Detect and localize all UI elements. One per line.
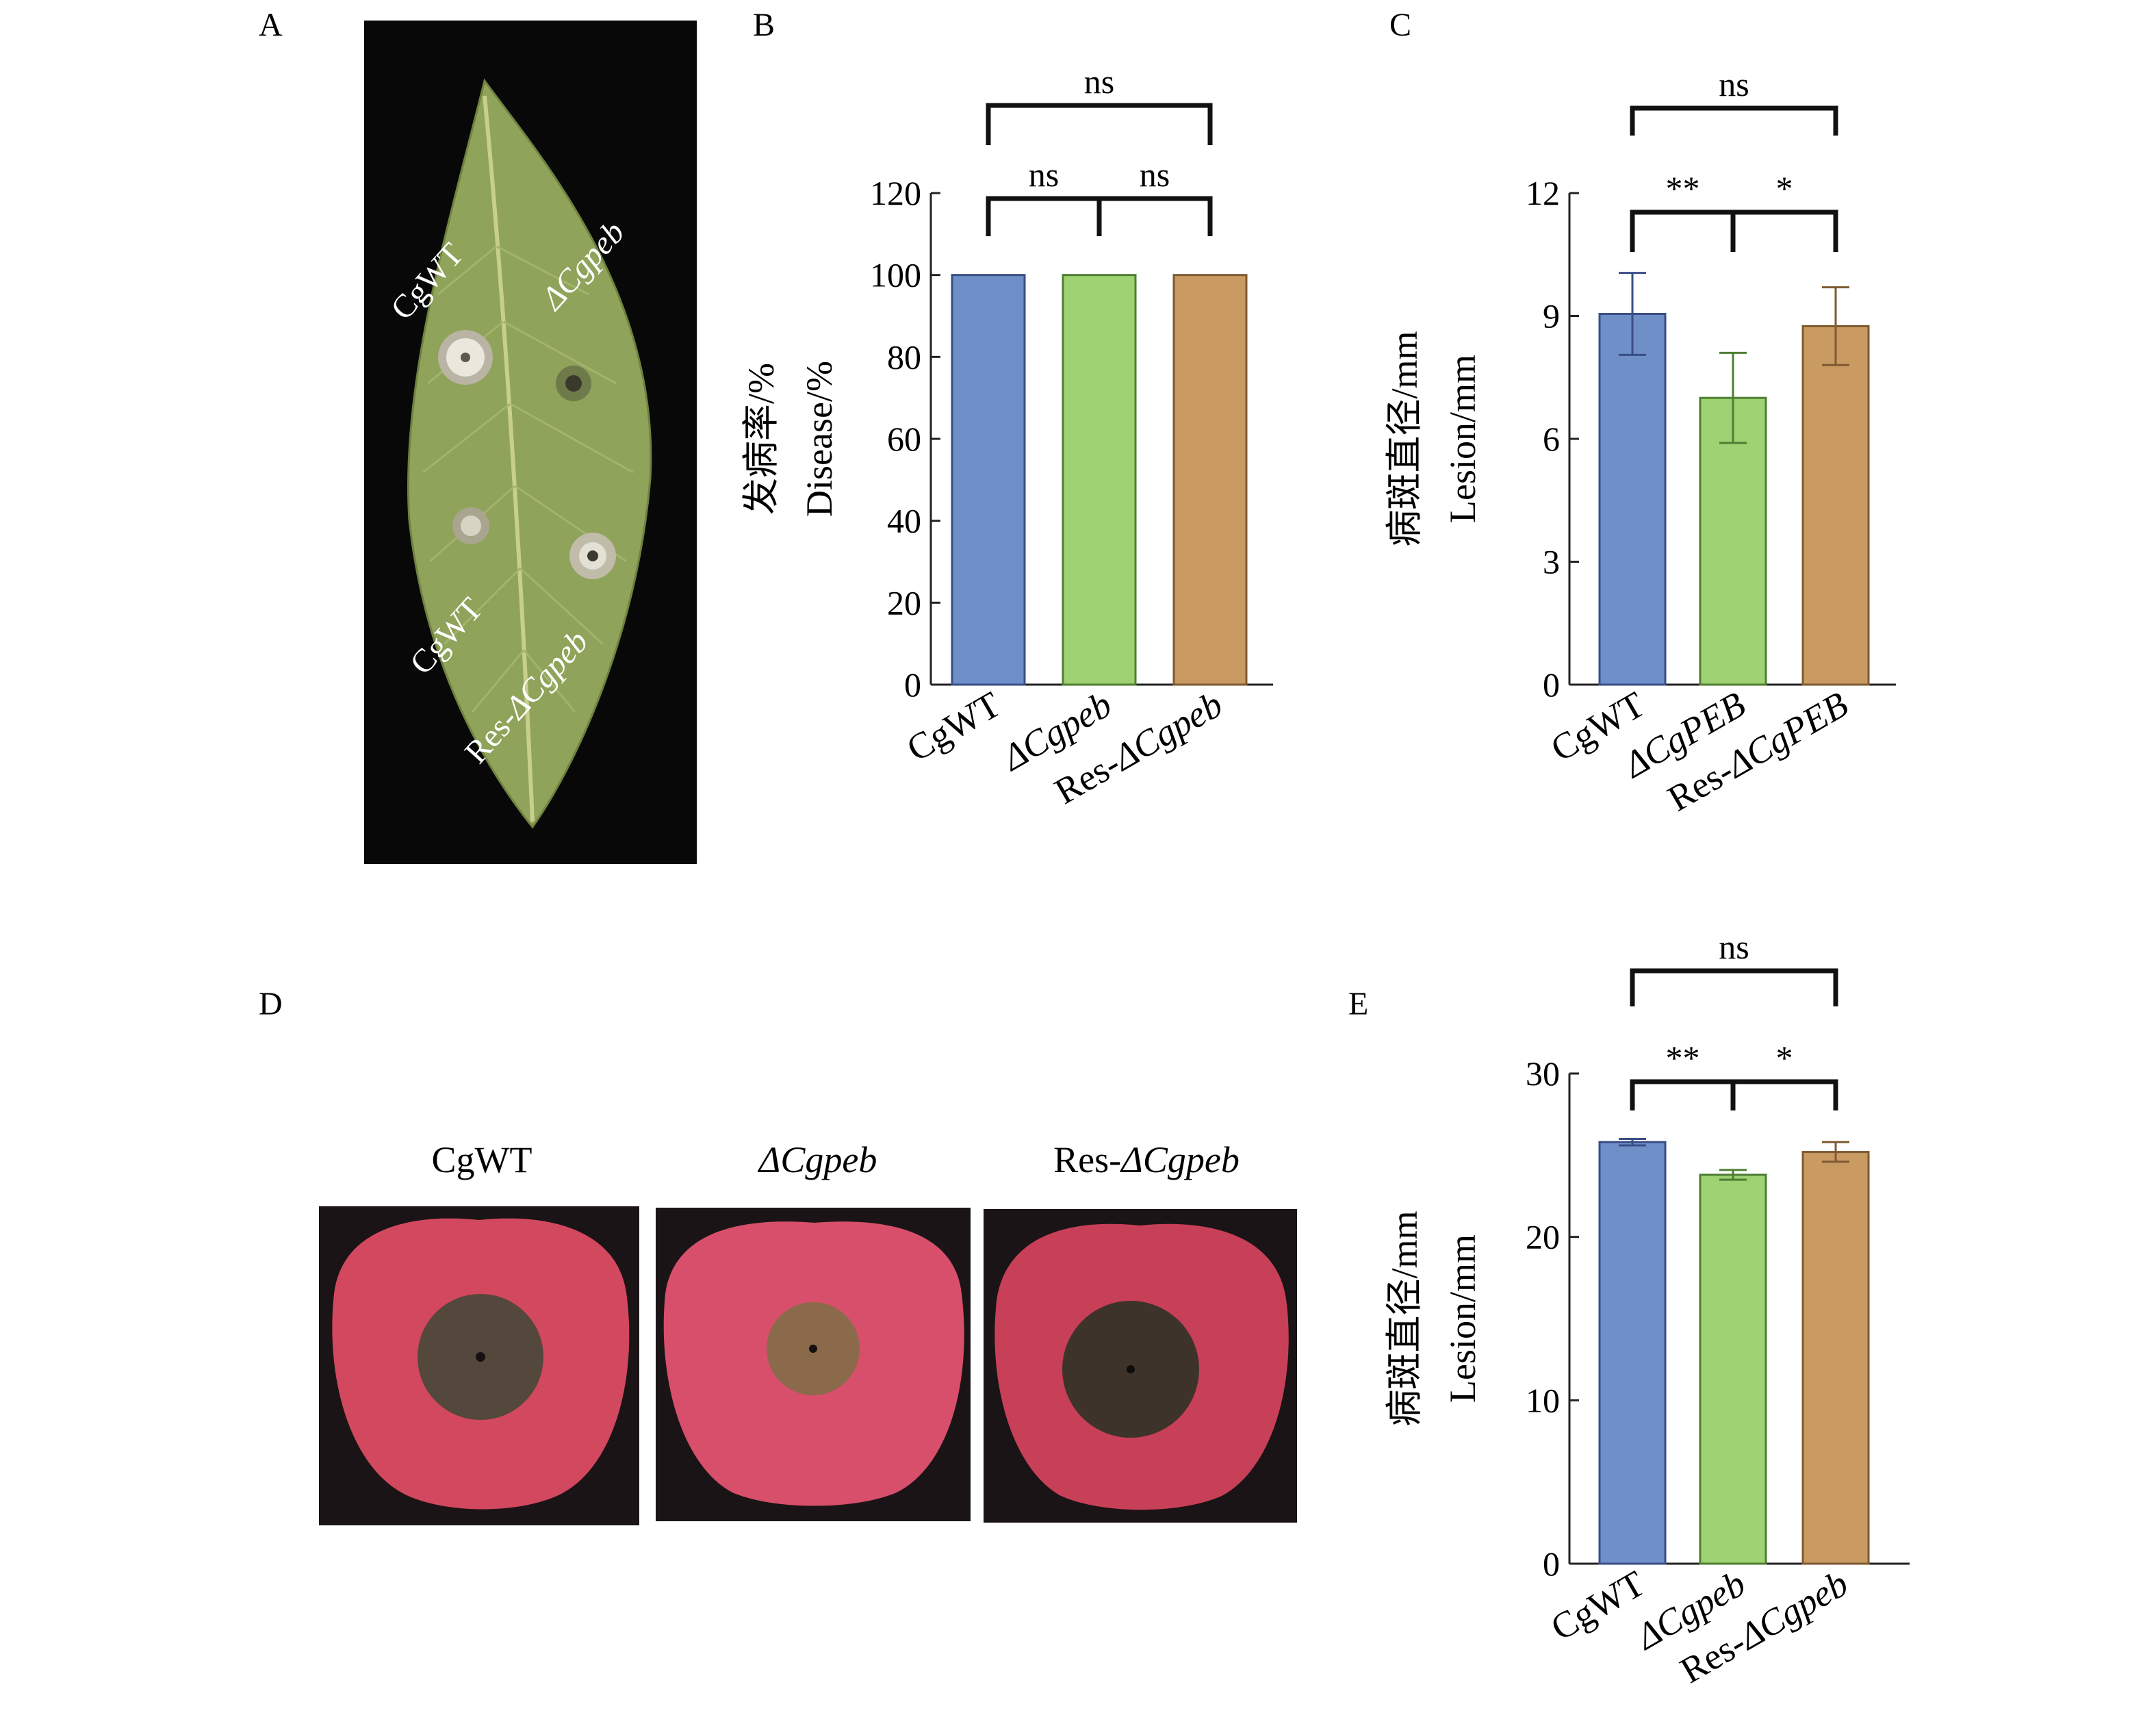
y-tick-label: 40 bbox=[887, 502, 921, 540]
apple-photos: CgWT ΔCgpeb Res-ΔCgpeb bbox=[319, 1139, 1297, 1525]
leaf-lesion-cgwt-bottom bbox=[452, 507, 489, 544]
leaf-midrib bbox=[483, 95, 535, 822]
leaf-lesion-cgwt-top bbox=[438, 330, 493, 385]
y-tick-label: 10 bbox=[1526, 1381, 1560, 1419]
apple-caption-cgwt: CgWT bbox=[432, 1139, 532, 1180]
y-axis-title-en: Disease/% bbox=[799, 361, 840, 517]
panel-letter-a: A bbox=[259, 7, 283, 43]
y-tick-label: 100 bbox=[870, 256, 921, 294]
bar bbox=[1801, 325, 1870, 686]
significance-label: ns bbox=[1719, 65, 1749, 103]
significance-label: ** bbox=[1666, 169, 1700, 207]
y-tick-label: 0 bbox=[1543, 1545, 1560, 1583]
apple-caption-mutant: ΔCgpeb bbox=[758, 1139, 877, 1180]
panel-letter-b: B bbox=[753, 7, 775, 43]
apple-photo-mutant bbox=[656, 1208, 971, 1521]
apple-photo-cgwt bbox=[319, 1206, 639, 1525]
significance-bracket bbox=[1730, 1079, 1838, 1110]
panel-letter-d: D bbox=[259, 986, 283, 1022]
bar bbox=[1699, 1173, 1767, 1565]
significance-bracket bbox=[986, 196, 1102, 236]
y-tick-label: 30 bbox=[1526, 1054, 1560, 1093]
significance-label: * bbox=[1776, 1039, 1793, 1077]
significance-label: ns bbox=[1140, 155, 1170, 194]
significance-label: ns bbox=[1084, 62, 1114, 101]
y-axis-title-en: Lesion/mm bbox=[1442, 1234, 1483, 1403]
significance-label: ns bbox=[1029, 155, 1059, 194]
bar bbox=[1801, 1151, 1870, 1565]
y-tick-label: 80 bbox=[887, 338, 921, 376]
y-tick-label: 0 bbox=[1543, 665, 1560, 704]
significance-bracket bbox=[1630, 209, 1736, 252]
y-tick-label: 120 bbox=[870, 174, 921, 212]
y-axis-title-en: Lesion/mm bbox=[1442, 355, 1483, 523]
significance-label: * bbox=[1776, 169, 1793, 207]
panel-letter-c: C bbox=[1389, 7, 1411, 43]
y-tick-label: 0 bbox=[904, 665, 921, 704]
bar bbox=[1598, 313, 1667, 686]
y-tick-label: 9 bbox=[1543, 297, 1560, 335]
significance-bracket bbox=[1096, 196, 1213, 236]
bar bbox=[1062, 274, 1137, 686]
bar bbox=[1172, 274, 1248, 686]
leaf-lesion-mutant bbox=[556, 366, 591, 401]
significance-bracket bbox=[1730, 209, 1838, 252]
significance-bracket bbox=[1630, 968, 1838, 1006]
leaf-photo: CgWT ΔCgpeb CgWT Res-ΔCgpeb bbox=[364, 21, 697, 864]
apple-caption-complemented: Res-ΔCgpeb bbox=[1053, 1139, 1240, 1180]
panel-letter-e: E bbox=[1348, 986, 1368, 1022]
leaf-blade bbox=[407, 78, 652, 829]
bar bbox=[1699, 396, 1767, 686]
x-category-label: CgWT bbox=[1544, 1562, 1652, 1648]
y-tick-label: 3 bbox=[1543, 543, 1560, 581]
significance-bracket bbox=[986, 103, 1213, 145]
y-tick-label: 20 bbox=[1526, 1218, 1560, 1256]
y-tick-label: 6 bbox=[1543, 420, 1560, 458]
significance-label: ns bbox=[1719, 928, 1749, 966]
y-axis-title-cn: 病斑直径/mm bbox=[1384, 331, 1425, 546]
apple-photo-complemented bbox=[984, 1209, 1297, 1523]
significance-bracket bbox=[1630, 105, 1838, 136]
bar bbox=[1598, 1141, 1667, 1565]
y-axis-title-cn: 发病率/% bbox=[741, 363, 782, 515]
y-tick-label: 12 bbox=[1526, 174, 1560, 212]
leaf-lesion-complemented bbox=[569, 533, 616, 579]
y-tick-label: 60 bbox=[887, 420, 921, 458]
significance-label: ** bbox=[1666, 1039, 1700, 1077]
significance-bracket bbox=[1630, 1079, 1736, 1110]
y-tick-label: 20 bbox=[887, 583, 921, 622]
y-axis-title-cn: 病斑直径/mm bbox=[1384, 1210, 1425, 1426]
bar bbox=[951, 274, 1026, 686]
